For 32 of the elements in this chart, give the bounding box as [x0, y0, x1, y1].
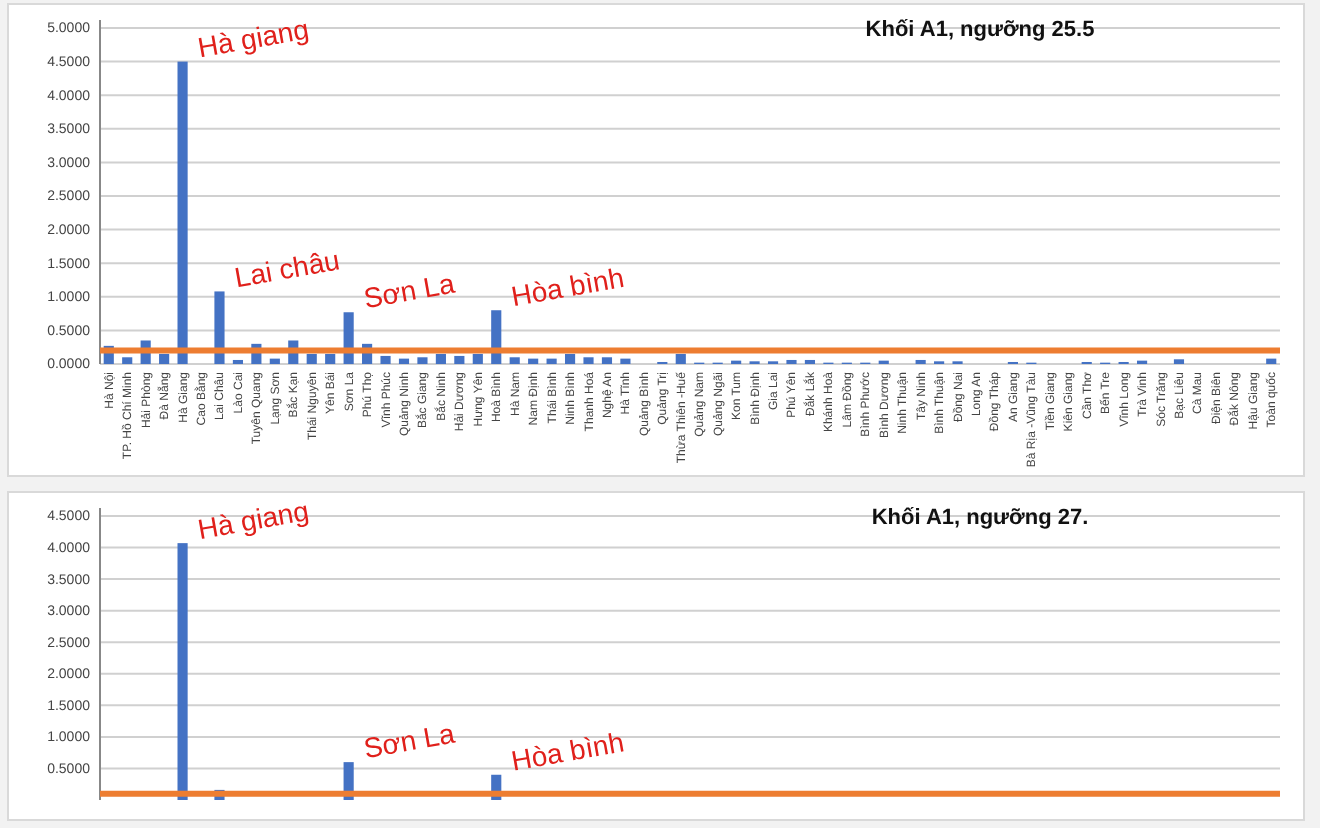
chart-title: Khối A1, ngưỡng 25.5 — [865, 18, 1095, 42]
annotation: Sơn La — [361, 266, 458, 315]
bar — [1266, 358, 1277, 364]
bar — [509, 357, 520, 364]
annotation: Hòa bình — [508, 725, 627, 777]
bar — [620, 358, 631, 364]
bar — [306, 353, 317, 364]
bar — [325, 353, 336, 364]
annotation: Hà giang — [195, 494, 312, 546]
bar — [214, 291, 225, 364]
bar — [269, 358, 280, 364]
bar — [454, 355, 465, 364]
bar — [675, 353, 686, 364]
bar — [177, 61, 188, 364]
chart-title: Khối A1, ngưỡng 27. — [871, 506, 1089, 530]
bar — [417, 357, 428, 364]
bar — [564, 353, 576, 364]
annotation: Sơn La — [361, 716, 458, 765]
bar — [546, 358, 557, 364]
bar — [122, 357, 133, 364]
annotation: Lai châu — [232, 243, 342, 294]
bar — [159, 353, 170, 364]
bar — [528, 358, 539, 364]
bar — [601, 357, 613, 364]
bar — [583, 357, 594, 364]
annotation: Hòa bình — [508, 260, 627, 313]
bar — [435, 353, 446, 364]
bar — [380, 355, 391, 364]
bar — [472, 353, 483, 364]
annotation: Hà giang — [195, 12, 312, 64]
bar — [177, 543, 188, 800]
bar — [398, 358, 410, 364]
